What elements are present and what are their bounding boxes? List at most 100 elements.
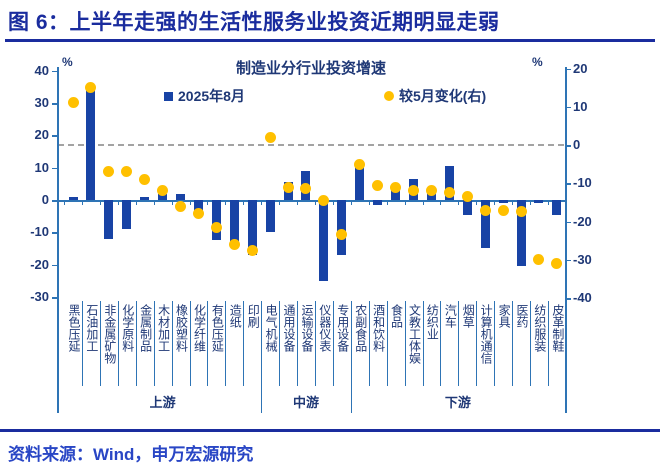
category-separator (547, 301, 549, 386)
zero-line-tick (350, 200, 352, 205)
right-axis-tick (566, 68, 571, 70)
scatter-dot (479, 204, 491, 216)
scatter-dot (443, 187, 455, 199)
category-separator (530, 301, 532, 386)
scatter-dot (175, 200, 187, 212)
left-axis-line (57, 67, 59, 413)
left-axis-unit-label: % (62, 55, 73, 69)
category-label: 酒和饮料 (371, 304, 386, 352)
bar (211, 200, 221, 241)
category-label: 木材加工 (156, 304, 171, 352)
category-label: 纺织业 (425, 304, 440, 340)
left-axis-tick (52, 200, 57, 202)
left-tick-label: 30 (34, 95, 49, 111)
zero-line-tick (458, 200, 460, 205)
category-separator (261, 301, 263, 413)
category-label: 文教工体娱 (407, 304, 422, 364)
left-axis-tick (52, 135, 57, 137)
zero-line-tick (82, 200, 84, 205)
scatter-dot (228, 238, 240, 250)
bar (176, 193, 186, 200)
scatter-dot (157, 185, 169, 197)
right-axis-tick (566, 145, 571, 147)
scatter-dot (515, 206, 527, 218)
zero-line-tick (422, 200, 424, 205)
zero-line-tick (440, 200, 442, 205)
scatter-dot (139, 173, 151, 185)
category-separator (332, 301, 334, 386)
right-tick-label: -20 (573, 213, 592, 229)
category-label: 非金属矿物 (102, 304, 117, 364)
legend-item-dots: 较5月变化(右) (384, 86, 486, 106)
zero-line-tick (261, 200, 263, 205)
zero-line (57, 200, 565, 202)
scatter-dot (192, 208, 204, 220)
scatter-dot (318, 194, 330, 206)
left-axis-tick (52, 232, 57, 234)
scatter-dot (497, 204, 509, 216)
zero-line-tick (512, 200, 514, 205)
bar-series-swatch-icon (164, 91, 173, 101)
category-label: 化学原料 (120, 304, 135, 352)
zero-line-tick (117, 200, 119, 205)
scatter-dot (300, 183, 312, 195)
zero-line-tick (243, 200, 245, 205)
left-tick-label: -10 (30, 224, 49, 240)
zero-line-tick (368, 200, 370, 205)
category-label: 食品 (389, 304, 404, 328)
category-label: 皮革制鞋 (550, 304, 565, 352)
bar (534, 200, 544, 204)
zero-line-tick (171, 200, 173, 205)
scatter-dot (103, 166, 115, 178)
figure-title: 图 6：上半年走强的生活性服务业投资近期明显走弱 (8, 11, 500, 34)
right-axis-unit-label: % (532, 55, 543, 69)
category-separator (350, 301, 352, 413)
dot-series-swatch-icon (384, 91, 394, 101)
category-separator (82, 301, 84, 386)
category-separator (458, 301, 460, 386)
category-label: 化学纤维 (192, 304, 207, 352)
scatter-dot (210, 221, 222, 233)
right-tick-label: -10 (573, 175, 592, 191)
zero-line-tick (314, 200, 316, 205)
left-tick-label: -20 (30, 256, 49, 272)
zero-line-tick (225, 200, 227, 205)
left-tick-label: 20 (34, 127, 49, 143)
bar (319, 200, 329, 281)
scatter-dot (85, 82, 97, 94)
category-label: 家具 (497, 304, 512, 328)
zero-line-tick (279, 200, 281, 205)
bar (462, 200, 472, 215)
right-axis-tick (566, 298, 571, 300)
category-label: 橡胶塑料 (174, 304, 189, 352)
right-axis-tick (566, 106, 571, 109)
bar (104, 200, 114, 239)
footer-rule (0, 429, 660, 432)
category-separator (494, 301, 496, 386)
bar (552, 200, 562, 215)
scatter-dot (461, 191, 473, 203)
zero-line-tick (99, 200, 101, 205)
category-separator (207, 301, 209, 386)
category-label: 汽车 (443, 304, 458, 328)
category-separator (512, 301, 514, 386)
right-axis-tick (566, 259, 571, 262)
zero-line-tick (386, 200, 388, 205)
scatter-dot (533, 254, 545, 266)
legend-label-dots: 较5月变化(右) (399, 88, 487, 104)
category-label: 金属制品 (138, 304, 153, 352)
bar (355, 166, 365, 200)
category-separator (422, 301, 424, 386)
category-separator (314, 301, 316, 386)
zero-line-tick (153, 200, 155, 205)
category-label: 有色压延 (210, 304, 225, 352)
category-separator (225, 301, 227, 386)
right-tick-label: -40 (573, 290, 592, 305)
bar (193, 200, 203, 217)
category-label: 运输设备 (299, 304, 314, 352)
category-label: 石油加工 (84, 304, 99, 352)
zero-line-tick (530, 200, 532, 205)
scatter-dot (336, 229, 348, 241)
bar (373, 200, 383, 205)
zero-line-tick (64, 200, 66, 205)
